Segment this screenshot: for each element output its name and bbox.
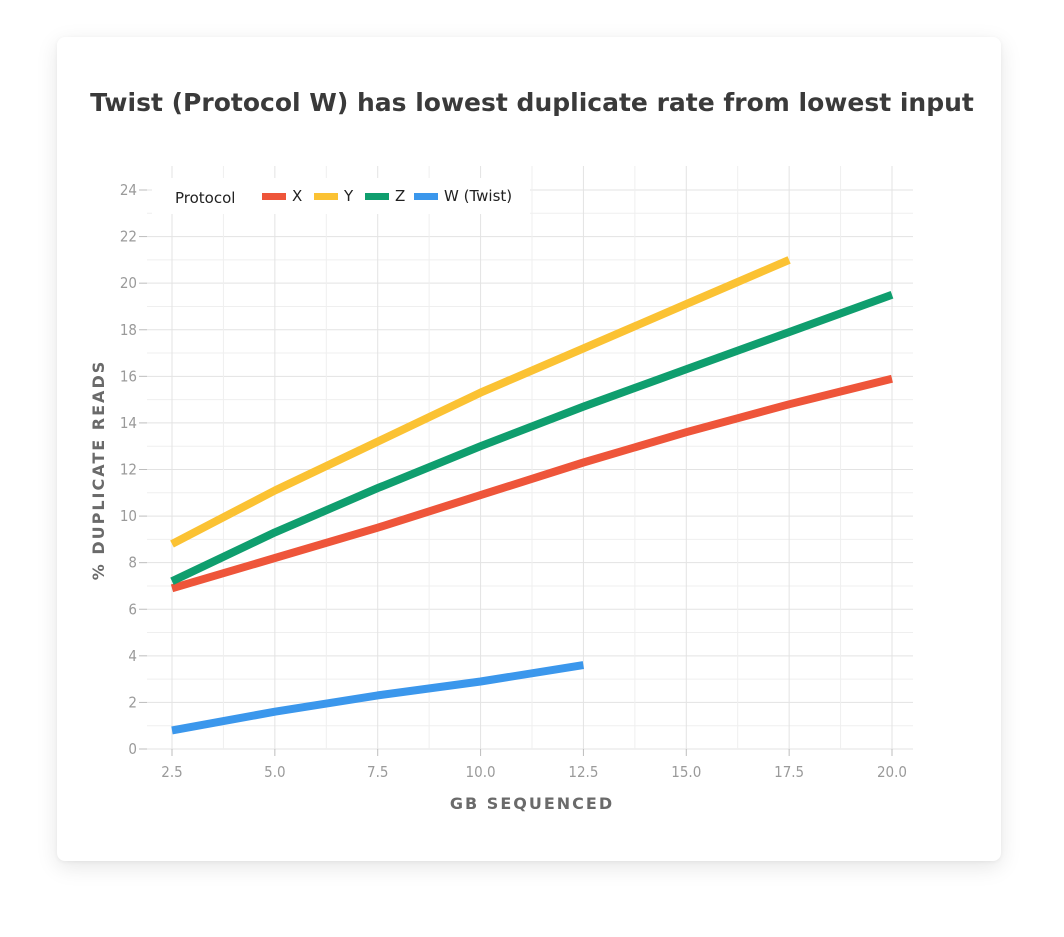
x-tick-label: 20.0 xyxy=(877,763,907,781)
x-tick-label: 2.5 xyxy=(161,763,182,781)
chart-title: Twist (Protocol W) has lowest duplicate … xyxy=(90,88,974,117)
x-tick-label: 7.5 xyxy=(367,763,388,781)
x-tick-label: 17.5 xyxy=(774,763,804,781)
y-tick-label: 14 xyxy=(120,414,137,432)
legend-label-w-twist: W (Twist) xyxy=(444,187,512,205)
y-tick-label: 8 xyxy=(128,554,137,572)
y-tick-label: 22 xyxy=(120,228,137,246)
legend-label-z: Z xyxy=(395,187,405,205)
legend-background xyxy=(152,178,530,214)
legend: Protocol X Y Z W (Twist) xyxy=(152,178,530,214)
y-axis-label: % DUPLICATE READS xyxy=(89,360,108,580)
y-tick-label: 24 xyxy=(120,181,137,199)
y-tick-label: 12 xyxy=(120,461,137,479)
y-tick-label: 2 xyxy=(128,693,137,711)
grid xyxy=(147,166,913,750)
y-tick-label: 16 xyxy=(120,367,137,385)
y-tick-label: 20 xyxy=(120,274,137,292)
x-axis-label: GB SEQUENCED xyxy=(450,794,614,813)
x-tick-label: 12.5 xyxy=(568,763,598,781)
x-tick-label: 10.0 xyxy=(466,763,496,781)
legend-title: Protocol xyxy=(175,189,235,207)
legend-label-y: Y xyxy=(343,187,354,205)
series-line-x xyxy=(170,374,893,593)
legend-swatch-x xyxy=(262,193,286,200)
legend-label-x: X xyxy=(292,187,302,205)
series-line-z xyxy=(170,291,894,585)
x-axis-ticks: 2.5 5.0 7.5 10.0 12.5 15.0 17.5 20.0 xyxy=(161,749,907,781)
series-lines xyxy=(170,256,894,735)
y-tick-label: 0 xyxy=(128,740,137,758)
y-tick-label: 10 xyxy=(120,507,137,525)
y-tick-label: 18 xyxy=(120,321,137,339)
legend-swatch-w-twist xyxy=(414,193,438,200)
y-tick-label: 4 xyxy=(128,647,137,665)
x-tick-label: 5.0 xyxy=(264,763,285,781)
series-line-y xyxy=(170,256,791,548)
x-tick-label: 15.0 xyxy=(671,763,701,781)
y-tick-label: 6 xyxy=(128,600,137,618)
series-line-w-twist xyxy=(171,661,585,735)
legend-swatch-z xyxy=(365,193,389,200)
legend-swatch-y xyxy=(314,193,338,200)
